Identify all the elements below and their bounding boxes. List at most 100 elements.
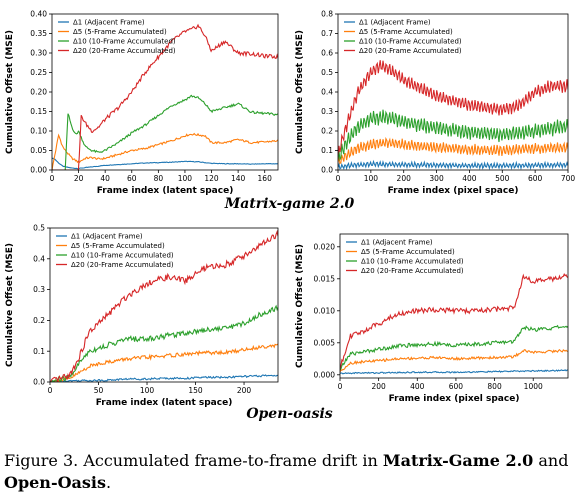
series-line-4: [50, 229, 278, 382]
legend: Δ1 (Adjacent Frame)Δ5 (5-Frame Accumulat…: [346, 239, 464, 275]
series-line-1: [50, 374, 278, 382]
series-group: [340, 272, 568, 375]
y-tick-label: 0.1: [33, 347, 45, 356]
legend-entry: Δ1 (Adjacent Frame): [73, 19, 145, 27]
caption-bold-1: Matrix-Game 2.0: [382, 451, 534, 470]
y-tick-label: 0.015: [314, 274, 336, 283]
series-line-2: [50, 343, 278, 382]
legend-entry: Δ20 (20-Frame Accumulated): [71, 261, 174, 269]
y-tick-label: 0.4: [33, 254, 45, 263]
x-tick-label: 400: [462, 174, 477, 183]
series-line-1: [340, 369, 568, 375]
x-tick-label: 700: [561, 174, 576, 183]
x-tick-label: 1000: [524, 382, 543, 391]
y-tick-label: 0.20: [30, 88, 47, 97]
legend-entry: Δ1 (Adjacent Frame): [359, 19, 431, 27]
x-tick-label: 0: [48, 386, 53, 395]
legend-entry: Δ5 (5-Frame Accumulated): [73, 28, 167, 36]
x-tick-label: 200: [237, 386, 252, 395]
x-tick-label: 800: [487, 382, 502, 391]
x-tick-label: 40: [100, 174, 110, 183]
legend-entry: Δ5 (5-Frame Accumulated): [359, 28, 453, 36]
y-tick-label: 0.00: [30, 166, 47, 175]
x-axis-label: Frame index (pixel space): [388, 186, 519, 196]
y-tick-label: 0.5: [321, 68, 333, 77]
legend-entry: Δ10 (10-Frame Accumulated): [359, 38, 462, 46]
x-axis-label: Frame index (latent space): [96, 398, 233, 408]
y-tick-label: 0.0: [321, 166, 333, 175]
y-tick-label: 0.3: [321, 107, 333, 116]
legend-entry: Δ1 (Adjacent Frame): [361, 239, 433, 247]
series-group: [338, 60, 568, 170]
chart-oasis-latent: 0 50 100 150 200 0.0 0.1 0.2 0.3 0.4 0.5 Frame inde…: [0, 218, 290, 410]
caption-middle: and: [533, 451, 569, 470]
y-tick-label: 0.000: [314, 370, 336, 379]
y-axis-label: Cumulative Offset (MSE): [295, 244, 305, 368]
legend-entry: Δ10 (10-Frame Accumulated): [71, 252, 174, 260]
series-line-4: [340, 272, 568, 369]
y-tick-label: 0.7: [321, 29, 333, 38]
y-tick-label: 0.3: [33, 285, 45, 294]
chart-matrix-latent: 0 20 40 60 80 100 120 140 160 0.00 0.05 0.10 0.15 0.2…: [0, 0, 290, 200]
series-line-2: [340, 348, 568, 373]
plot-frame: [49, 227, 279, 383]
figure-caption: Figure 3. Accumulated frame-to-frame dri…: [4, 450, 576, 494]
y-tick-label: 0.6: [321, 49, 333, 58]
caption-suffix: .: [105, 473, 112, 492]
caption-bold-2: Open-Oasis: [4, 473, 106, 492]
x-tick-label: 150: [188, 386, 203, 395]
series-line-2: [52, 132, 278, 170]
chart-matrix-latent-svg: 0 20 40 60 80 100 120 140 160 0.00 0.05 0.10 0.15 0.2…: [5, 10, 279, 196]
y-tick-label: 0.25: [30, 68, 47, 77]
series-line-2: [338, 136, 568, 165]
legend-entry: Δ5 (5-Frame Accumulated): [361, 248, 455, 256]
y-tick-label: 0.2: [33, 316, 45, 325]
y-tick-label: 0.35: [30, 29, 47, 38]
y-tick-label: 0.8: [321, 10, 333, 19]
y-tick-label: 0.1: [321, 146, 333, 155]
series-line-3: [340, 324, 568, 371]
y-tick-label: 0.15: [30, 107, 47, 116]
series-line-3: [50, 304, 278, 382]
series-line-1: [338, 159, 568, 170]
x-axis-label: Frame index (pixel space): [389, 394, 520, 404]
y-tick-label: 0.020: [314, 242, 336, 251]
y-tick-label: 0.5: [33, 224, 45, 233]
legend: Δ1 (Adjacent Frame)Δ5 (5-Frame Accumulat…: [56, 233, 174, 269]
series-line-1: [52, 157, 278, 170]
x-axis-label: Frame index (latent space): [97, 186, 234, 196]
legend-entry: Δ10 (10-Frame Accumulated): [73, 38, 176, 46]
series-line-3: [52, 94, 278, 170]
y-tick-label: 0.10: [30, 127, 47, 136]
x-tick-label: 200: [371, 382, 386, 391]
x-tick-label: 20: [74, 174, 84, 183]
x-tick-label: 400: [410, 382, 425, 391]
series-group: [52, 23, 278, 170]
chart-oasis-pixel-svg: 0 200 400 600 800 1000 0.000 0.005 0.010 0.015 0.0…: [295, 233, 569, 404]
x-tick-label: 140: [231, 174, 246, 183]
x-tick-label: 200: [397, 174, 412, 183]
group-title-oasis: Open-oasis: [246, 406, 333, 422]
x-tick-label: 0: [50, 174, 55, 183]
caption-prefix: Figure 3. Accumulated frame-to-frame dri…: [4, 451, 383, 470]
series-line-3: [338, 109, 568, 162]
legend: Δ1 (Adjacent Frame)Δ5 (5-Frame Accumulat…: [58, 19, 176, 55]
x-tick-label: 500: [495, 174, 510, 183]
y-axis-label: Cumulative Offset (MSE): [5, 30, 15, 154]
x-tick-label: 100: [178, 174, 193, 183]
legend: Δ1 (Adjacent Frame)Δ5 (5-Frame Accumulat…: [344, 19, 462, 55]
x-tick-label: 0: [338, 382, 343, 391]
x-tick-label: 600: [449, 382, 464, 391]
y-tick-label: 0.005: [314, 338, 336, 347]
series-line-4: [338, 60, 568, 155]
x-tick-label: 160: [258, 174, 273, 183]
legend-entry: Δ20 (20-Frame Accumulated): [359, 47, 462, 55]
group-title-matrix: Matrix-game 2.0: [224, 196, 355, 212]
x-tick-label: 100: [364, 174, 379, 183]
x-tick-label: 120: [204, 174, 219, 183]
x-tick-label: 60: [127, 174, 137, 183]
legend-entry: Δ10 (10-Frame Accumulated): [361, 258, 464, 266]
y-axis-label: Cumulative Offset (MSE): [295, 30, 305, 154]
legend-entry: Δ1 (Adjacent Frame): [71, 233, 143, 241]
y-tick-label: 0.30: [30, 49, 47, 58]
